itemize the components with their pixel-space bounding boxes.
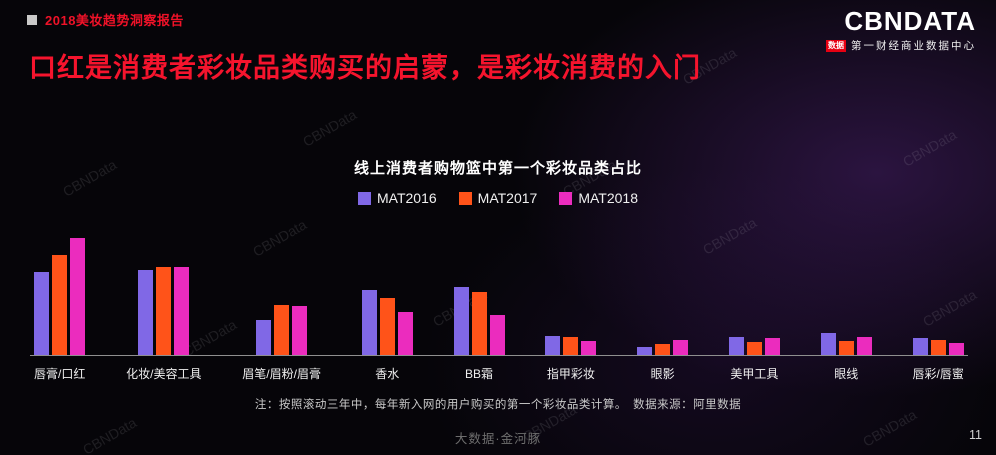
legend-item-MAT2018: MAT2018: [559, 190, 638, 206]
bar-cluster: [138, 225, 190, 355]
bar-MAT2017: [52, 255, 68, 355]
bar-group: 唇膏/口红: [34, 225, 85, 382]
bar-cluster: [256, 225, 308, 355]
legend-label: MAT2017: [477, 190, 538, 206]
bar-MAT2018: [948, 343, 964, 355]
legend-item-MAT2016: MAT2016: [357, 190, 437, 206]
report-title: 2018美妆趋势洞察报告: [45, 13, 184, 28]
bar-MAT2017: [156, 267, 172, 355]
cbndata-logo: CBNDATA 数据 第一财经商业数据中心: [826, 8, 976, 53]
bar-MAT2018: [764, 338, 780, 355]
page-title: 口红是消费者彩妆品类购买的启蒙，是彩妆消费的入门: [29, 53, 701, 83]
category-label: 唇膏/口红: [34, 367, 86, 381]
category-label: 美甲工具: [730, 367, 779, 381]
bar-MAT2018: [673, 340, 689, 355]
bar-MAT2017: [471, 292, 487, 355]
bar-MAT2016: [453, 287, 469, 355]
logo-badge: 数据: [826, 39, 846, 52]
chart-legend: MAT2016 MAT2017 MAT2018: [0, 190, 996, 206]
logo-subtitle: 第一财经商业数据中心: [851, 40, 976, 52]
bar-MAT2018: [174, 267, 190, 355]
bar-MAT2016: [637, 347, 653, 355]
bar-cluster: [453, 225, 505, 355]
category-label: 唇彩/唇蜜: [912, 367, 964, 381]
legend-item-MAT2017: MAT2017: [458, 190, 538, 206]
logo-brand-text: CBNDATA: [844, 6, 976, 36]
bar-MAT2016: [34, 272, 50, 355]
bar-group: 香水: [361, 225, 413, 382]
x-axis-line: [30, 355, 968, 356]
category-label: 指甲彩妆: [546, 367, 595, 381]
bar-group: 化妆/美容工具: [126, 225, 201, 382]
report-tag: 2018美妆趋势洞察报告: [27, 10, 184, 29]
bar-MAT2017: [379, 298, 395, 355]
bar-MAT2016: [728, 337, 744, 355]
legend-label: MAT2018: [578, 190, 638, 206]
chart-footnote: 注：按照滚动三年中，每年新入网的用户购买的第一个彩妆品类计算。 数据来源：阿里数…: [254, 399, 742, 411]
footer-watermark: 大数据·金河豚: [454, 432, 542, 446]
category-label: 香水: [375, 367, 400, 381]
category-label: 眼影: [650, 367, 675, 381]
bar-group: 指甲彩妆: [545, 225, 597, 382]
bar-cluster: [912, 225, 964, 355]
bar-group: 眼线: [820, 225, 872, 382]
legend-label: MAT2016: [376, 190, 437, 206]
bullet-square-icon: [27, 14, 37, 25]
bar-MAT2018: [581, 341, 597, 355]
bar-MAT2017: [274, 305, 290, 355]
legend-swatch-icon: [458, 191, 472, 205]
bar-MAT2017: [655, 344, 671, 355]
bar-MAT2018: [292, 306, 308, 355]
bar-group: 美甲工具: [728, 225, 780, 382]
bar-MAT2018: [397, 312, 413, 355]
category-label: 眼线: [834, 367, 859, 381]
bar-group: 眼影: [637, 225, 689, 382]
bar-MAT2017: [930, 340, 946, 355]
bar-MAT2016: [912, 338, 928, 355]
bar-cluster: [545, 225, 597, 355]
bar-group: 眉笔/眉粉/眉膏: [242, 225, 321, 382]
bar-MAT2018: [70, 238, 86, 355]
bar-MAT2016: [545, 336, 561, 355]
page-number: 11: [969, 428, 982, 442]
bar-MAT2016: [256, 320, 272, 355]
bar-group: BB霜: [453, 225, 505, 382]
category-label: BB霜: [465, 367, 494, 381]
cbndata-watermark: CBNData: [299, 106, 360, 150]
bar-MAT2017: [746, 342, 762, 355]
bar-group: 唇彩/唇蜜: [913, 225, 964, 382]
bar-MAT2018: [489, 315, 505, 355]
chart-title: 线上消费者购物篮中第一个彩妆品类占比: [353, 160, 642, 177]
bar-cluster: [728, 225, 780, 355]
bar-MAT2017: [838, 341, 854, 355]
legend-swatch-icon: [559, 191, 573, 205]
bar-cluster: [637, 225, 689, 355]
bar-chart-plot: 唇膏/口红 化妆/美容工具 眉笔/眉粉/眉膏 香水 BB霜 指甲彩妆 眼影 美甲工具 眼线 唇彩/…: [30, 225, 968, 382]
bar-MAT2016: [138, 270, 154, 355]
bar-MAT2016: [820, 333, 836, 355]
bar-cluster: [361, 225, 413, 355]
bar-MAT2017: [563, 337, 579, 355]
category-label: 化妆/美容工具: [126, 367, 202, 381]
legend-swatch-icon: [357, 191, 371, 205]
bar-MAT2016: [361, 290, 377, 355]
bar-MAT2018: [856, 337, 872, 355]
bar-cluster: [820, 225, 872, 355]
bar-cluster: [34, 225, 86, 355]
category-label: 眉笔/眉粉/眉膏: [242, 367, 321, 381]
